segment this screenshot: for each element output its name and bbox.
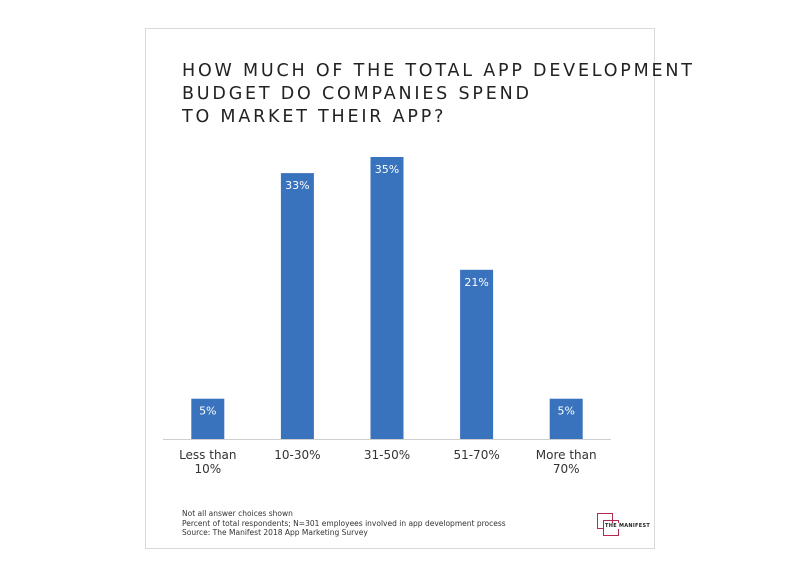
bar [370, 157, 404, 439]
bar [191, 398, 225, 439]
bar-value-label: 5% [557, 405, 574, 418]
note-respondents: Percent of total respondents; N=301 empl… [182, 518, 506, 528]
bar-value-label: 33% [285, 179, 309, 192]
category-label: More than 70% [536, 448, 597, 476]
note-source: Source: The Manifest 2018 App Marketing … [182, 528, 368, 537]
chart-title: HOW MUCH OF THE TOTAL APP DEVELOPMENT BU… [182, 60, 695, 129]
category-label: 10-30% [274, 448, 320, 462]
chart-title-line-3: TO MARKET THEIR APP? [182, 107, 447, 127]
chart-notes: Not all answer choices shown Percent of … [182, 509, 506, 538]
bar-value-label: 21% [464, 276, 488, 289]
bar-chart: 5% Less than 10% 33% 10-30% 35% 31-50% 21% 51-70… [163, 157, 611, 476]
chart-title-line-1: HOW MUCH OF THE TOTAL APP DEVELOPMENT [182, 61, 695, 81]
logo-text: THE MANIFEST [604, 523, 652, 529]
chart-title-line-2: BUDGET DO COMPANIES SPEND [182, 84, 532, 104]
bar-value-label: 5% [199, 405, 216, 418]
category-label: Less than 10% [179, 448, 236, 476]
bar [460, 269, 494, 439]
the-manifest-logo: THE MANIFEST [597, 513, 652, 537]
note-answer-choices: Not all answer choices shown [182, 509, 293, 518]
category-label: 51-70% [453, 448, 499, 462]
bar-value-label: 35% [375, 163, 399, 176]
bar [549, 398, 583, 439]
bar [280, 173, 314, 439]
category-label: 31-50% [364, 448, 410, 462]
chart-card: HOW MUCH OF THE TOTAL APP DEVELOPMENT BU… [145, 28, 692, 549]
